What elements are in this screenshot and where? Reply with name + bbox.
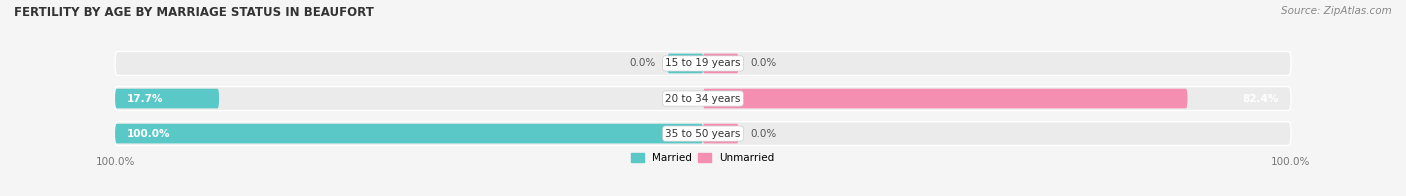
FancyBboxPatch shape	[703, 89, 1188, 108]
FancyBboxPatch shape	[115, 89, 219, 108]
Text: FERTILITY BY AGE BY MARRIAGE STATUS IN BEAUFORT: FERTILITY BY AGE BY MARRIAGE STATUS IN B…	[14, 6, 374, 19]
FancyBboxPatch shape	[668, 54, 703, 73]
Text: 0.0%: 0.0%	[749, 58, 776, 68]
Text: Source: ZipAtlas.com: Source: ZipAtlas.com	[1281, 6, 1392, 16]
FancyBboxPatch shape	[115, 124, 703, 143]
Text: 20 to 34 years: 20 to 34 years	[665, 93, 741, 103]
Text: 82.4%: 82.4%	[1243, 93, 1279, 103]
FancyBboxPatch shape	[703, 124, 738, 143]
Text: 17.7%: 17.7%	[127, 93, 163, 103]
Text: 15 to 19 years: 15 to 19 years	[665, 58, 741, 68]
Text: 0.0%: 0.0%	[749, 129, 776, 139]
FancyBboxPatch shape	[115, 87, 1291, 111]
FancyBboxPatch shape	[115, 122, 1291, 145]
FancyBboxPatch shape	[703, 54, 738, 73]
Text: 0.0%: 0.0%	[630, 58, 657, 68]
FancyBboxPatch shape	[115, 52, 1291, 75]
Text: 100.0%: 100.0%	[127, 129, 170, 139]
Text: 35 to 50 years: 35 to 50 years	[665, 129, 741, 139]
Legend: Married, Unmarried: Married, Unmarried	[627, 149, 779, 167]
